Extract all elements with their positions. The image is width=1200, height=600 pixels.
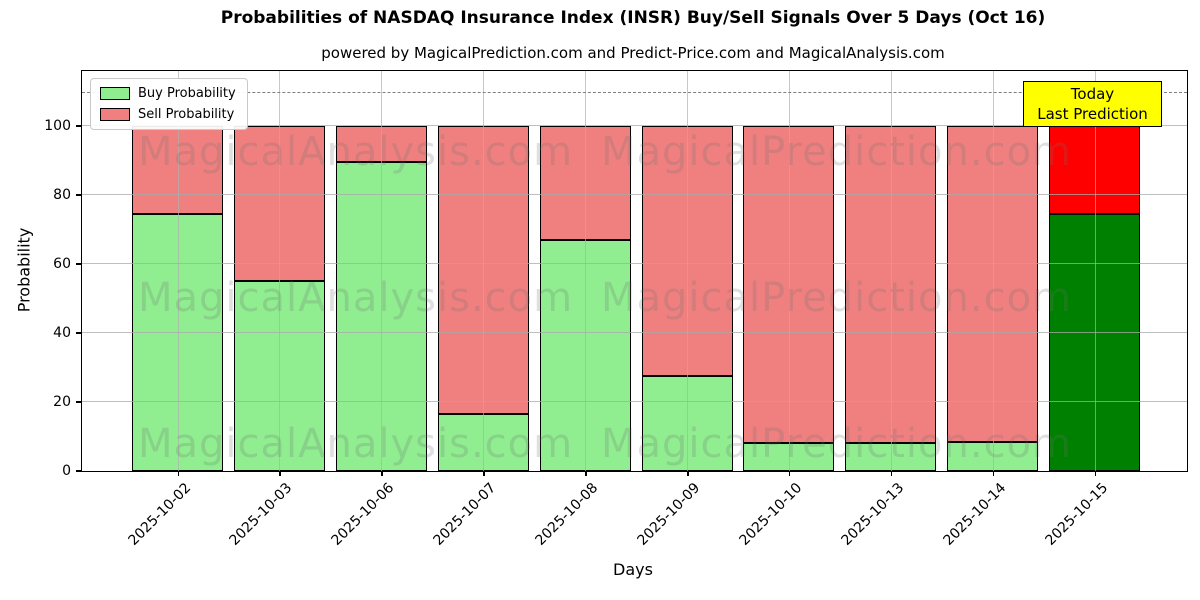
y-tick-mark (76, 401, 82, 403)
x-tick-mark (687, 471, 689, 476)
chart-subtitle: powered by MagicalPrediction.com and Pre… (321, 44, 945, 62)
legend-item-buy: Buy Probability (100, 86, 236, 101)
x-tick-label: 2025-10-06 (328, 480, 398, 549)
legend-item-sell: Sell Probability (100, 107, 236, 122)
x-tick-mark (992, 471, 995, 476)
watermark-text: MagicalAnalysis.com (138, 421, 574, 467)
y-tick-label: 100 (44, 118, 71, 134)
y-tick-label: 60 (53, 256, 71, 272)
vertical-gridline (992, 71, 994, 471)
sell-color-swatch (100, 108, 130, 121)
x-tick-label: 2025-10-03 (226, 480, 296, 549)
watermark-text: MagicalPrediction.com (601, 275, 1072, 321)
plot-area: MagicalAnalysis.com MagicalAnalysis.com Ma… (44, 70, 1188, 549)
x-tick-mark (279, 471, 281, 476)
x-tick-mark (483, 471, 485, 476)
watermark-text: MagicalAnalysis.com (138, 129, 574, 175)
vertical-gridline (279, 71, 281, 471)
y-tick-mark (76, 194, 82, 196)
today-annotation-box: Today Last Prediction (1023, 81, 1162, 127)
vertical-gridline (483, 71, 485, 471)
vertical-gridline (890, 71, 892, 471)
x-tick-mark (381, 471, 383, 476)
y-tick-mark (76, 470, 82, 472)
y-tick-mark (76, 263, 82, 265)
horizontal-gridline (82, 194, 1187, 195)
vertical-gridline (585, 71, 587, 471)
x-tick-label: 2025-10-09 (634, 480, 704, 549)
y-tick-label: 40 (53, 325, 71, 341)
x-tick-mark (177, 471, 179, 476)
x-tick-label: 2025-10-14 (940, 480, 1010, 549)
x-tick-label: 2025-10-02 (124, 480, 194, 549)
y-tick-label: 80 (53, 187, 71, 203)
chart-title: Probabilities of NASDAQ Insurance Index … (220, 8, 1046, 28)
horizontal-gridline (82, 263, 1187, 264)
vertical-gridline (177, 71, 179, 471)
vertical-gridline (788, 71, 790, 471)
legend-label-sell: Sell Probability (138, 107, 235, 122)
x-tick-label: 2025-10-10 (736, 480, 806, 549)
vertical-gridline (381, 71, 383, 471)
annotation-line-1: Today (1070, 84, 1115, 103)
x-tick-mark (788, 471, 791, 476)
annotation-line-2: Last Prediction (1037, 105, 1148, 123)
legend: Buy Probability Sell Probability (90, 78, 248, 130)
x-tick-mark (890, 471, 893, 476)
horizontal-gridline (82, 125, 1187, 126)
vertical-gridline (687, 71, 688, 471)
y-tick-mark (76, 332, 82, 334)
y-tick-label: 20 (53, 394, 71, 410)
y-tick-label: 0 (62, 463, 71, 479)
x-tick-label: 2025-10-07 (430, 480, 500, 549)
x-tick-label: 2025-10-13 (838, 480, 908, 549)
horizontal-gridline (82, 401, 1187, 402)
vertical-gridline (1094, 71, 1096, 471)
y-axis-label: Probability (14, 227, 34, 313)
y-tick-mark (76, 125, 82, 127)
threshold-dashed-line (82, 91, 1187, 93)
x-tick-mark (585, 471, 587, 476)
legend-label-buy: Buy Probability (138, 86, 236, 101)
watermark-text: MagicalPrediction.com (601, 421, 1072, 467)
x-tick-label: 2025-10-08 (532, 480, 602, 549)
x-tick-label: 2025-10-15 (1042, 480, 1111, 549)
horizontal-gridline (82, 332, 1187, 333)
x-axis-label: Days (613, 560, 653, 579)
watermark-text: MagicalAnalysis.com (138, 275, 574, 321)
x-tick-mark (1094, 471, 1097, 476)
buy-color-swatch (100, 87, 130, 100)
watermark-text: MagicalPrediction.com (601, 129, 1072, 175)
